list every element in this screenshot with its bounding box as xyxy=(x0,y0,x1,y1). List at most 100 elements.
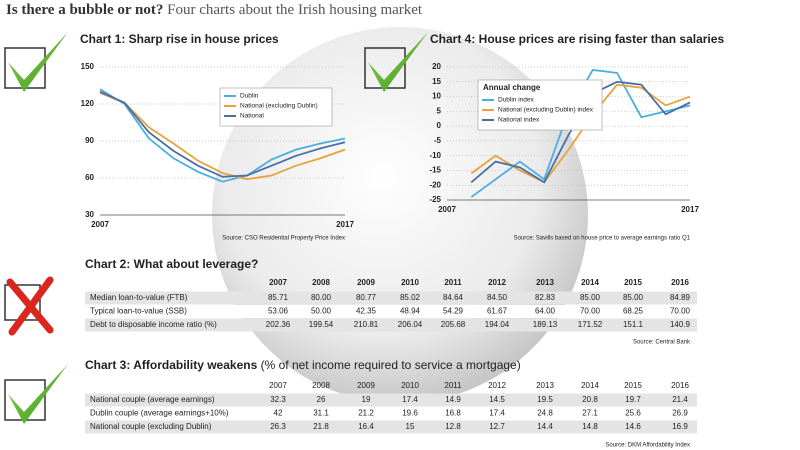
cell: 24.8 xyxy=(537,409,553,418)
x-tick-label: 2017 xyxy=(681,205,699,214)
cell: 19.7 xyxy=(625,395,641,404)
y-tick-label: 90 xyxy=(85,136,94,145)
column-header: 2007 xyxy=(269,381,287,390)
column-header: 2015 xyxy=(624,278,642,287)
y-tick-label: 10 xyxy=(432,92,441,101)
row-label: Median loan-to-value (FTB) xyxy=(90,293,188,302)
source-note: Source: CSO Residential Property Price I… xyxy=(222,236,345,242)
cell: 15 xyxy=(406,422,415,431)
legend-box xyxy=(477,79,603,131)
cell: 16.4 xyxy=(358,422,374,431)
legend-label: National index xyxy=(498,117,540,124)
title-rest: Four charts about the Irish housing mark… xyxy=(167,2,423,18)
data-line xyxy=(470,83,691,184)
cell: 21.2 xyxy=(358,409,374,418)
x-tick-label: 2017 xyxy=(336,220,354,229)
row-label: Debt to disposable income ratio (%) xyxy=(90,320,217,329)
cell: 42 xyxy=(274,409,283,418)
source-note: Source: Savills based on house price to … xyxy=(514,236,691,242)
y-tick-label: -10 xyxy=(429,151,441,160)
cell: 84.50 xyxy=(487,293,508,302)
cell: 171.52 xyxy=(578,320,603,329)
y-tick-label: 120 xyxy=(81,99,95,108)
row-background xyxy=(85,407,697,420)
cell: 19.5 xyxy=(537,395,553,404)
table-title: Chart 3: Affordability weakens (% of net… xyxy=(85,358,521,372)
cell: 20.8 xyxy=(582,395,598,404)
cell: 12.7 xyxy=(489,422,505,431)
cross-icon xyxy=(4,276,54,336)
cell: 12.8 xyxy=(445,422,461,431)
cell: 19.6 xyxy=(402,409,418,418)
cell: 32.3 xyxy=(270,395,286,404)
cell: 21.4 xyxy=(672,395,688,404)
cell: 210.81 xyxy=(354,320,379,329)
cell: 26.9 xyxy=(672,409,688,418)
table-title-note: (% of net income required to service a m… xyxy=(261,358,521,372)
check-icon xyxy=(364,32,428,92)
table-title: Chart 2: What about leverage? xyxy=(85,257,258,271)
row-label: National couple (excluding Dublin) xyxy=(90,422,212,431)
cell: 19 xyxy=(362,395,371,404)
data-line xyxy=(99,88,346,183)
y-tick-label: 150 xyxy=(81,62,95,71)
cell: 26 xyxy=(317,395,326,404)
cell: 189.13 xyxy=(533,320,558,329)
legend-label: National xyxy=(240,113,264,120)
cell: 68.25 xyxy=(623,307,644,316)
cell: 80.77 xyxy=(356,293,377,302)
cell: 61.67 xyxy=(487,307,508,316)
chart-title: Chart 4: House prices are rising faster … xyxy=(430,32,724,46)
cell: 85.71 xyxy=(268,293,289,302)
column-header: 2009 xyxy=(357,381,375,390)
cell: 70.00 xyxy=(670,307,691,316)
cell: 85.00 xyxy=(623,293,644,302)
y-tick-label: -25 xyxy=(429,195,441,204)
cell: 16.8 xyxy=(445,409,461,418)
cell: 64.00 xyxy=(535,307,556,316)
column-header: 2013 xyxy=(536,381,554,390)
cell: 26.3 xyxy=(270,422,286,431)
y-tick-label: 60 xyxy=(85,173,94,182)
table-title-main: Chart 2: What about leverage? xyxy=(85,257,258,271)
row-background xyxy=(85,291,697,305)
legend-label: National (excluding Dublin) index xyxy=(498,107,594,114)
cell: 202.36 xyxy=(266,320,291,329)
cell: 50.00 xyxy=(311,307,332,316)
title-bold: Is there a bubble or not? xyxy=(6,2,163,18)
column-header: 2008 xyxy=(312,278,330,287)
cell: 14.4 xyxy=(537,422,553,431)
column-header: 2009 xyxy=(357,278,375,287)
cell: 14.8 xyxy=(582,422,598,431)
cell: 14.5 xyxy=(489,395,505,404)
column-header: 2012 xyxy=(488,381,506,390)
y-tick-label: -5 xyxy=(434,136,442,145)
y-tick-label: -20 xyxy=(429,180,441,189)
cell: 82.83 xyxy=(535,293,556,302)
column-header: 2012 xyxy=(488,278,506,287)
x-tick-label: 2007 xyxy=(438,205,456,214)
cell: 17.4 xyxy=(402,395,418,404)
cell: 27.1 xyxy=(582,409,598,418)
column-header: 2016 xyxy=(671,381,689,390)
row-background xyxy=(85,305,697,318)
x-tick-label: 2007 xyxy=(91,220,109,229)
row-background xyxy=(85,420,697,434)
cell: 42.35 xyxy=(356,307,377,316)
cell: 80.00 xyxy=(311,293,332,302)
cell: 85.02 xyxy=(400,293,421,302)
legend-label: Dublin index xyxy=(498,97,535,104)
cell: 16.9 xyxy=(672,422,688,431)
cell: 25.6 xyxy=(625,409,641,418)
cell: 14.9 xyxy=(445,395,461,404)
cell: 140.9 xyxy=(670,320,691,329)
column-header: 2015 xyxy=(624,381,642,390)
cell: 199.54 xyxy=(309,320,334,329)
cell: 17.4 xyxy=(489,409,505,418)
cell: 205.68 xyxy=(441,320,466,329)
y-tick-label: 5 xyxy=(437,106,442,115)
row-background xyxy=(85,318,697,332)
legend-title: Annual change xyxy=(483,83,541,92)
cell: 194.04 xyxy=(485,320,510,329)
legend-label: National (excluding Dublin) xyxy=(240,103,318,110)
